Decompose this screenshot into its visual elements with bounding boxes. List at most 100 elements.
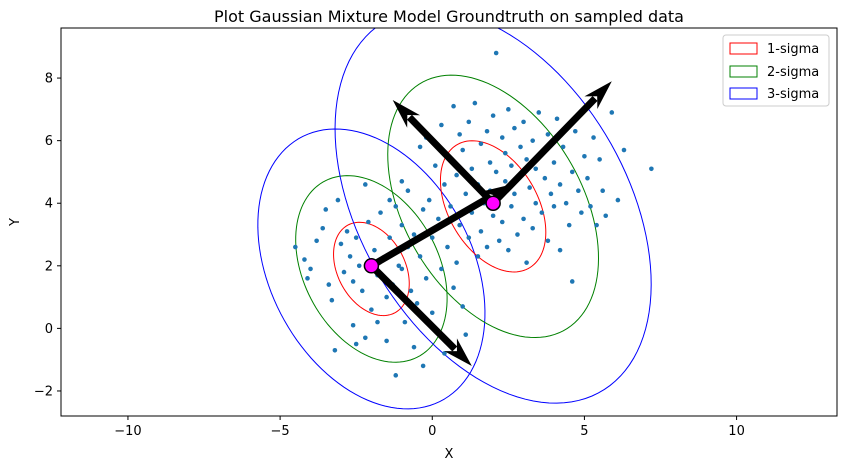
data-point — [417, 144, 423, 150]
data-point — [524, 260, 529, 265]
x-tick-label: 0 — [428, 424, 436, 439]
data-point — [563, 200, 569, 206]
data-point — [512, 191, 517, 197]
data-point — [353, 235, 359, 240]
data-point — [521, 119, 526, 125]
data-point — [557, 182, 563, 187]
data-point — [551, 160, 557, 165]
data-point — [356, 263, 362, 269]
eigen-arrow-head-1-2 — [444, 338, 472, 366]
data-point — [499, 219, 505, 225]
data-point — [478, 141, 484, 147]
data-point — [533, 166, 539, 172]
data-point — [414, 301, 420, 306]
data-point — [323, 207, 329, 212]
data-point — [347, 254, 353, 259]
x-tick-label: 10 — [728, 424, 745, 439]
y-tick-label: 4 — [45, 197, 53, 212]
data-point — [460, 304, 465, 309]
data-point — [545, 132, 551, 137]
data-point — [566, 222, 572, 228]
data-point — [499, 135, 505, 140]
data-point — [305, 276, 310, 281]
legend-label-1-sigma: 1-sigma — [767, 42, 819, 57]
data-point — [475, 254, 481, 259]
data-point — [326, 282, 332, 287]
x-tick-label: −10 — [114, 424, 141, 439]
eigen-arrow-shaft-1-1 — [369, 193, 493, 269]
data-point — [454, 260, 459, 265]
data-point — [341, 269, 347, 275]
data-point — [363, 335, 368, 341]
y-tick-label: −2 — [34, 384, 53, 399]
data-point — [442, 182, 447, 187]
data-point — [466, 235, 472, 240]
data-point — [308, 266, 313, 272]
data-point — [560, 144, 566, 150]
y-axis-label: Y — [8, 218, 23, 227]
data-point — [387, 197, 392, 203]
data-point — [460, 147, 465, 153]
data-point — [585, 175, 590, 181]
data-point — [484, 128, 490, 134]
data-point — [469, 166, 475, 172]
mean-layer — [363, 195, 501, 274]
data-point — [423, 276, 429, 281]
data-point — [518, 144, 523, 150]
data-point — [451, 285, 456, 291]
data-point — [487, 160, 493, 165]
data-point — [548, 191, 554, 197]
data-point — [472, 100, 478, 106]
data-point — [359, 288, 365, 294]
data-point — [442, 351, 447, 356]
data-point — [466, 119, 472, 125]
data-point — [597, 157, 602, 162]
data-point — [603, 213, 609, 219]
y-tick-label: 8 — [45, 72, 53, 87]
component-mean-1 — [363, 258, 380, 274]
data-point — [387, 235, 392, 240]
data-point — [463, 332, 469, 337]
data-point — [512, 125, 517, 131]
data-point — [314, 238, 319, 244]
data-point — [490, 113, 496, 118]
data-point — [384, 294, 389, 300]
data-point — [393, 373, 399, 378]
data-point — [378, 210, 383, 215]
data-point — [493, 50, 499, 56]
data-point — [463, 191, 469, 197]
data-point — [439, 122, 444, 128]
data-point — [366, 219, 371, 225]
data-point — [457, 132, 462, 137]
data-point — [302, 257, 307, 262]
data-point — [454, 172, 459, 178]
data-point — [576, 188, 581, 194]
data-point — [615, 197, 621, 203]
data-point — [420, 363, 426, 369]
data-point — [457, 222, 462, 228]
data-point — [490, 213, 496, 219]
data-point — [335, 197, 341, 203]
data-point — [509, 163, 514, 168]
data-point — [594, 222, 599, 228]
legend-item-2-sigma: 2-sigma — [729, 65, 819, 80]
data-point — [530, 138, 535, 143]
data-point — [350, 279, 356, 284]
data-point — [399, 266, 405, 272]
data-point — [451, 103, 456, 109]
data-point — [293, 244, 298, 250]
eigen-arrow-shaft-1-2 — [368, 263, 458, 352]
data-point — [429, 310, 435, 316]
data-point — [582, 153, 587, 159]
data-point — [502, 179, 508, 184]
arrow-layer — [368, 81, 612, 366]
legend-swatch-3-sigma — [729, 87, 758, 100]
x-tick-label: 5 — [580, 424, 588, 439]
data-point — [515, 232, 520, 237]
data-point — [408, 288, 414, 294]
legend: 1-sigma 2-sigma 3-sigma — [722, 34, 830, 107]
data-point — [572, 128, 578, 134]
data-point — [372, 247, 377, 253]
data-point — [384, 338, 389, 344]
